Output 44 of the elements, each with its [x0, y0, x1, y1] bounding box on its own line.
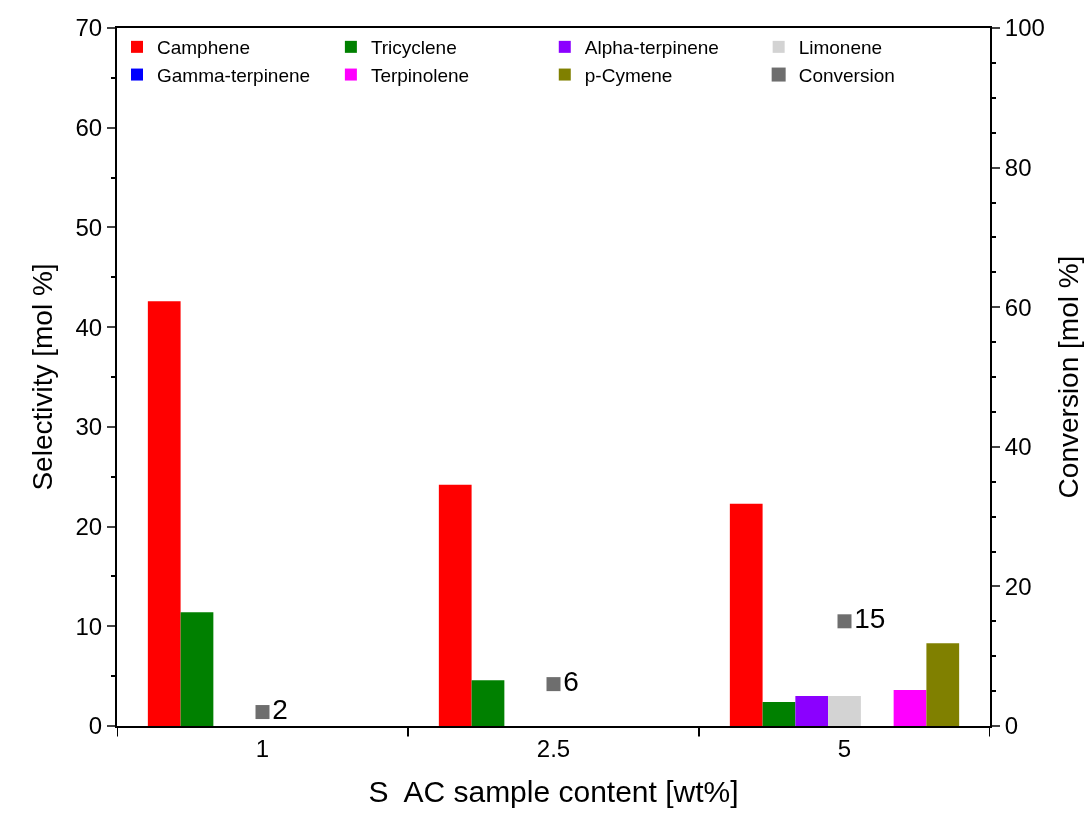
y-tick-label: 20 [75, 512, 103, 540]
point [837, 614, 852, 629]
y2-tick-label: 100 [1004, 14, 1045, 42]
y-tick-label: 10 [75, 612, 103, 640]
bar [762, 702, 796, 726]
y2-tick-label: 0 [1004, 712, 1019, 740]
legend-label: Alpha-terpinene [584, 37, 719, 59]
data-label: 6 [563, 666, 579, 698]
x-tick-label: 5 [837, 734, 852, 762]
y-tick-label: 40 [75, 313, 103, 341]
bar [828, 696, 861, 726]
bar [795, 696, 829, 726]
bar [926, 643, 960, 726]
legend-label: Gamma-terpinene [157, 64, 311, 86]
legend-label: Conversion [798, 64, 895, 86]
x-tick-label: 2.5 [536, 734, 571, 762]
y-tick-label: 70 [75, 14, 103, 42]
legend-label: Camphene [157, 37, 250, 59]
bar [438, 484, 472, 726]
bar [471, 680, 505, 726]
point [255, 705, 270, 720]
data-label: 15 [854, 603, 886, 635]
legend-label: Limonene [798, 37, 883, 59]
bar [729, 503, 763, 726]
point [546, 677, 561, 692]
data-label: 2 [272, 694, 288, 726]
legend-label: Tricyclene [370, 37, 457, 59]
bar [180, 612, 214, 726]
legend-label: Terpinolene [370, 64, 470, 86]
y-tick-label: 0 [88, 712, 103, 740]
x-axis-title: S AC sample content [wt%] [368, 774, 739, 808]
y2-tick-label: 60 [1004, 293, 1032, 321]
x-tick-label: 1 [255, 734, 270, 762]
bar [893, 690, 927, 726]
y2-tick-label: 20 [1004, 572, 1032, 600]
y2-tick-label: 40 [1004, 433, 1032, 461]
y2-axis-title: Conversion [mol %] [1053, 255, 1085, 499]
bar [147, 301, 181, 726]
y-tick-label: 30 [75, 413, 103, 441]
y-tick-label: 60 [75, 114, 103, 142]
y2-tick-label: 80 [1004, 154, 1032, 181]
y-tick-label: 50 [75, 213, 103, 241]
legend-label: p-Cymene [584, 64, 673, 86]
y-axis-title: Selectivity [mol %] [26, 263, 58, 491]
